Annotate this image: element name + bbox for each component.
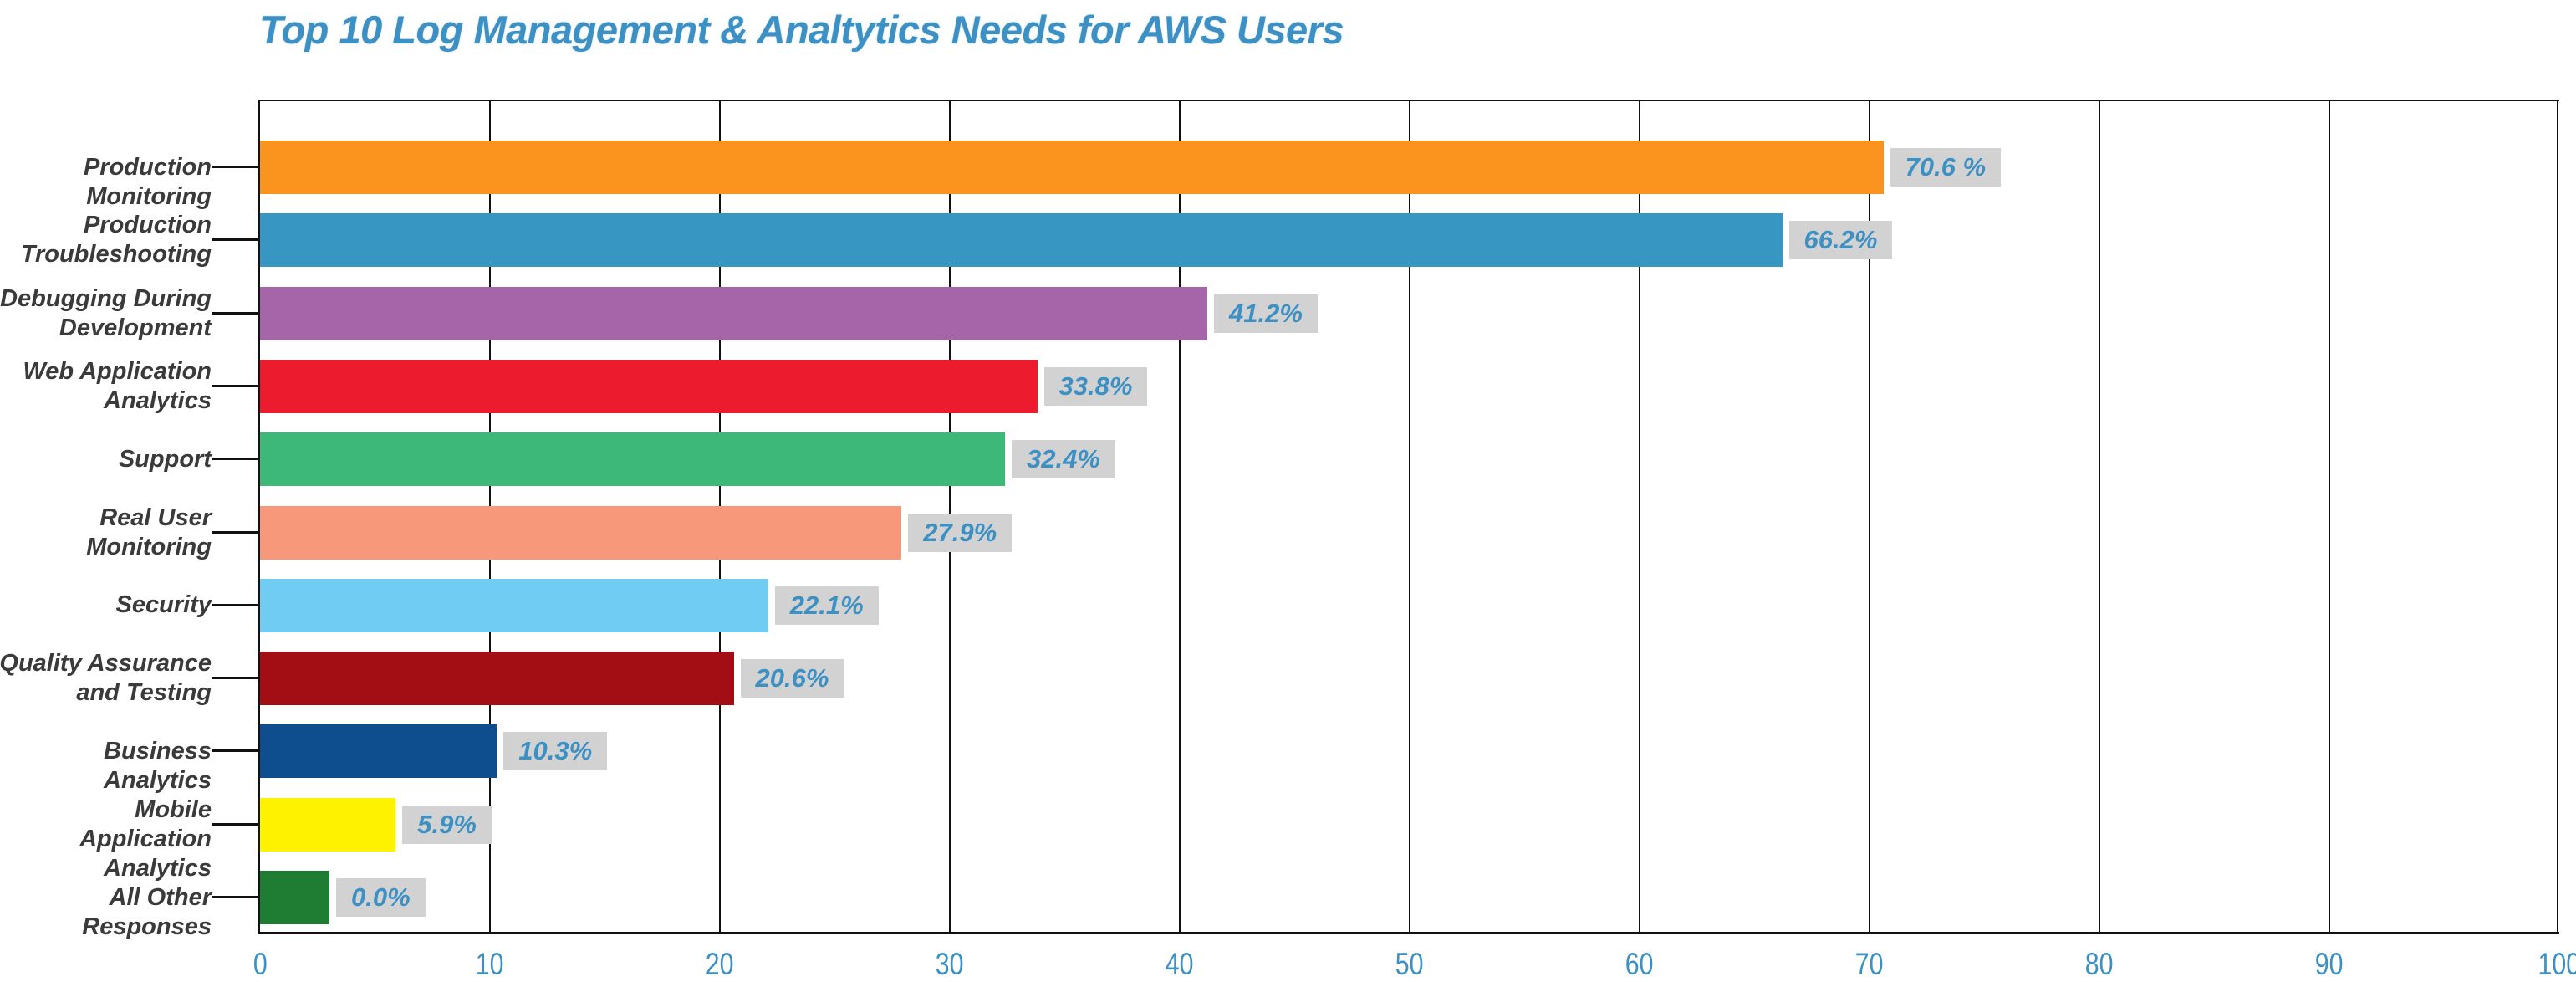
x-axis-tick-label: 20 bbox=[670, 947, 770, 982]
y-axis-category-label: Quality Assurance and Testing bbox=[0, 649, 212, 708]
bar-value-label: 66.2% bbox=[1788, 221, 1893, 260]
gridline bbox=[1409, 101, 1410, 932]
y-axis-category-label: Security bbox=[0, 591, 212, 620]
gridline bbox=[2329, 101, 2330, 932]
bar-value-label: 5.9% bbox=[402, 805, 492, 844]
y-axis-category-label-line: Quality Assurance bbox=[0, 650, 212, 678]
x-axis-tick-label: 10 bbox=[440, 947, 540, 982]
y-axis-category-label-line: Analytics bbox=[104, 854, 212, 882]
y-axis-category-label: Production Troubleshooting bbox=[0, 211, 212, 269]
y-axis-category-label-line: Web Application bbox=[23, 357, 212, 385]
bar-value-label: 22.1% bbox=[774, 586, 879, 625]
y-axis-category-label-line: Troubleshooting bbox=[20, 241, 212, 269]
y-axis-category-label-line: Security bbox=[115, 591, 212, 619]
x-axis-tick-label: 100 bbox=[2509, 947, 2576, 982]
x-axis-tick-text: 10 bbox=[476, 947, 504, 981]
x-axis-tick-label: 80 bbox=[2049, 947, 2150, 982]
bar bbox=[260, 724, 497, 779]
plot-area: 0 10 20 30 40 50 60 70 80 90 100 70.6 % Production M… bbox=[0, 100, 2576, 981]
x-axis-tick-label: 60 bbox=[1589, 947, 1690, 982]
bar-value-label: 27.9% bbox=[908, 513, 1013, 552]
x-axis-tick-label: 50 bbox=[1359, 947, 1460, 982]
x-axis-tick-text: 40 bbox=[1166, 947, 1194, 981]
x-axis-tick-label: 0 bbox=[210, 947, 310, 982]
x-axis-tick-label: 70 bbox=[1819, 947, 1920, 982]
bar bbox=[260, 578, 768, 632]
y-axis-category-label: Mobile Application Analytics bbox=[0, 795, 212, 883]
y-axis-tick bbox=[212, 677, 258, 680]
y-axis-category-label-line: Real User bbox=[99, 504, 212, 531]
y-axis-category-label-line: Production bbox=[83, 212, 212, 239]
gridline bbox=[1869, 101, 1870, 932]
gridline bbox=[1179, 101, 1181, 932]
y-axis-category-label-line: Business Analytics bbox=[104, 737, 212, 794]
x-axis-tick-text: 20 bbox=[706, 947, 734, 981]
bar bbox=[260, 505, 902, 560]
bar bbox=[260, 871, 329, 924]
y-axis-category-label-line: Analytics bbox=[104, 386, 212, 414]
gridline bbox=[2099, 101, 2100, 932]
y-axis-tick bbox=[212, 238, 258, 242]
y-axis-tick bbox=[212, 530, 258, 534]
x-axis-tick-text: 70 bbox=[1855, 947, 1884, 981]
y-axis-category-label-line: Development bbox=[59, 314, 212, 341]
y-axis-category-label-line: Monitoring bbox=[86, 533, 212, 560]
x-axis-tick-label: 30 bbox=[900, 947, 1000, 982]
x-axis-tick-text: 80 bbox=[2085, 947, 2114, 981]
bar bbox=[260, 141, 1884, 194]
bar-value-label: 20.6% bbox=[740, 659, 844, 698]
x-axis-tick-text: 50 bbox=[1395, 947, 1424, 981]
y-axis-category-label: Real User Monitoring bbox=[0, 504, 212, 562]
y-axis-category-label-line: Production Monitoring bbox=[83, 153, 212, 210]
x-axis-tick-text: 100 bbox=[2538, 947, 2576, 981]
bar-value-label: 33.8% bbox=[1043, 366, 1148, 406]
y-axis-tick bbox=[212, 166, 258, 168]
y-axis-category-label: Support bbox=[0, 445, 212, 474]
x-axis-tick-label: 90 bbox=[2279, 947, 2380, 982]
bar bbox=[260, 432, 1005, 487]
gridline bbox=[1639, 101, 1640, 932]
y-axis-tick bbox=[212, 384, 258, 387]
y-axis-category-label-line: Support bbox=[118, 445, 212, 473]
bar-value-label: 32.4% bbox=[1012, 440, 1115, 479]
chart-title: Top 10 Log Management & Analtytics Needs… bbox=[259, 8, 1344, 52]
bar bbox=[260, 213, 1783, 268]
bar bbox=[260, 286, 1207, 340]
gridline bbox=[2557, 101, 2558, 932]
bar bbox=[260, 797, 396, 852]
y-axis-category-label-line: and Testing bbox=[76, 679, 212, 707]
bar-value-label: 41.2% bbox=[1214, 294, 1318, 333]
y-axis-category-label-line: Mobile Application bbox=[79, 795, 212, 852]
x-axis-tick-text: 0 bbox=[252, 947, 268, 981]
y-axis-category-label: Production Monitoring bbox=[0, 153, 212, 212]
bar-value-label: 10.3% bbox=[503, 732, 608, 771]
x-axis-tick-text: 30 bbox=[936, 947, 964, 981]
x-axis-tick-text: 90 bbox=[2315, 947, 2344, 981]
bar-value-label: 0.0% bbox=[336, 878, 426, 917]
y-axis-category-label-line: All Other Responses bbox=[82, 883, 212, 940]
y-axis-category-label: Web Application Analytics bbox=[0, 357, 212, 416]
y-axis-category-label-line: Debugging During bbox=[0, 284, 212, 312]
y-axis-tick bbox=[212, 458, 258, 461]
y-axis-tick bbox=[212, 311, 258, 315]
y-axis-tick bbox=[212, 603, 258, 606]
y-axis-tick bbox=[212, 749, 258, 753]
bar-value-label: 70.6 % bbox=[1890, 148, 2002, 187]
y-axis-category-label: All Other Responses bbox=[0, 883, 212, 942]
y-axis-tick bbox=[212, 896, 258, 898]
bar bbox=[260, 652, 734, 706]
x-axis-tick-label: 40 bbox=[1130, 947, 1230, 982]
y-axis-tick bbox=[212, 822, 258, 826]
x-axis-tick-text: 60 bbox=[1625, 947, 1654, 981]
y-axis-category-label: Business Analytics bbox=[0, 737, 212, 795]
y-axis-category-label: Debugging During Development bbox=[0, 284, 212, 343]
bar bbox=[260, 359, 1038, 413]
